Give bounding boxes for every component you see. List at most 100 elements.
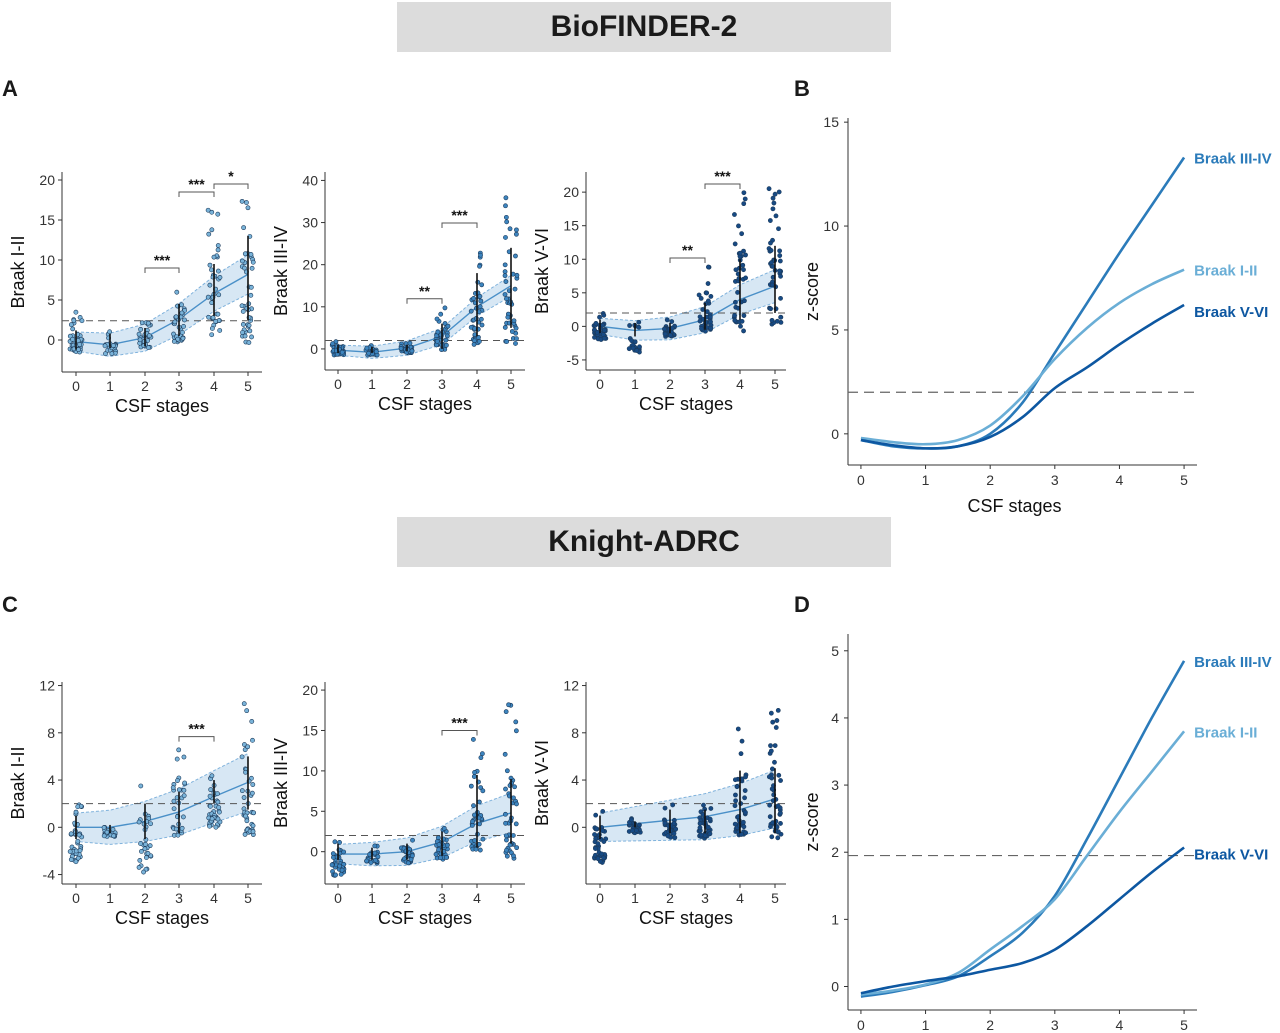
x-tick-label: 3	[175, 378, 183, 394]
x-tick-label: 2	[141, 378, 149, 394]
data-point	[707, 816, 713, 822]
data-point	[250, 823, 256, 829]
data-point	[243, 769, 248, 775]
data-point	[732, 777, 738, 783]
data-point	[697, 821, 703, 826]
data-point	[138, 841, 143, 846]
data-point	[601, 855, 606, 861]
data-point	[504, 296, 509, 302]
data-point	[179, 825, 185, 831]
data-point	[599, 851, 605, 857]
data-point	[705, 824, 711, 830]
data-point	[601, 312, 607, 318]
data-point	[632, 339, 638, 345]
data-point	[470, 737, 476, 742]
data-point	[773, 213, 779, 219]
y-tick-label: 4	[831, 710, 839, 726]
x-tick-label: 3	[438, 890, 446, 906]
data-point	[240, 322, 246, 327]
data-point	[732, 241, 738, 247]
data-point	[478, 252, 483, 258]
data-point	[136, 865, 142, 870]
data-point	[241, 265, 247, 271]
data-point	[769, 317, 775, 323]
data-point	[215, 268, 221, 274]
data-point	[208, 787, 214, 793]
significance-bracket	[441, 222, 478, 228]
data-point	[110, 826, 116, 832]
data-point	[472, 770, 477, 775]
data-point	[469, 822, 475, 828]
data-point	[601, 335, 607, 341]
data-point	[600, 808, 606, 814]
data-point	[77, 342, 83, 347]
data-point	[513, 821, 519, 827]
data-point	[662, 820, 668, 826]
data-point	[513, 719, 519, 725]
x-axis-label: CSF stages	[378, 394, 472, 414]
data-point	[339, 349, 345, 355]
data-point	[503, 709, 509, 715]
y-tick-label: 5	[571, 285, 579, 301]
series-label: Braak V-VI	[1194, 847, 1268, 864]
data-point	[513, 325, 519, 331]
confidence-band	[600, 269, 775, 341]
data-point	[246, 340, 252, 345]
data-point	[250, 782, 256, 787]
data-point	[479, 282, 485, 288]
y-tick-label: 10	[39, 252, 55, 268]
y-tick-label: 10	[302, 299, 318, 315]
data-point	[473, 846, 479, 852]
data-point	[503, 235, 508, 240]
data-point	[766, 186, 772, 192]
x-tick-label: 4	[210, 378, 218, 394]
data-point	[742, 298, 747, 304]
x-tick-label: 0	[72, 890, 80, 906]
x-tick-label: 0	[334, 376, 342, 392]
y-tick-label: 0	[571, 318, 579, 334]
panel-label-a: A	[2, 76, 18, 101]
data-point	[502, 751, 508, 757]
confidence-band	[76, 753, 248, 845]
data-point	[137, 857, 143, 863]
data-point	[637, 344, 642, 350]
series-line-0	[860, 156, 1186, 450]
data-point	[627, 323, 633, 328]
data-point	[592, 832, 597, 837]
data-point	[179, 302, 184, 308]
data-point	[506, 702, 512, 708]
data-point	[444, 333, 450, 339]
data-point	[699, 326, 704, 332]
data-point	[769, 834, 775, 840]
x-tick-label: 4	[473, 890, 481, 906]
y-tick-label: 5	[310, 803, 318, 819]
data-point	[175, 778, 180, 783]
x-tick-label: 5	[507, 376, 515, 392]
data-point	[143, 841, 148, 847]
data-point	[778, 273, 783, 279]
significance-label: ***	[154, 252, 171, 268]
data-point	[732, 212, 737, 217]
data-point	[477, 293, 483, 299]
data-point	[770, 719, 776, 725]
data-point	[662, 331, 668, 337]
data-point	[173, 826, 179, 832]
data-point	[174, 289, 180, 295]
data-point	[739, 318, 745, 324]
data-point	[205, 207, 211, 213]
x-tick-label: 0	[857, 1017, 865, 1033]
x-tick-label: 1	[631, 890, 639, 906]
data-point	[142, 846, 148, 852]
data-point	[733, 299, 738, 305]
y-axis-label: Braak V-VI	[532, 228, 552, 314]
data-point	[478, 316, 484, 322]
data-point	[75, 838, 81, 844]
data-point	[366, 350, 372, 356]
data-point	[337, 863, 342, 869]
y-tick-label: 1	[831, 911, 839, 927]
data-point	[778, 314, 784, 320]
data-point	[247, 328, 253, 334]
data-point	[704, 309, 710, 315]
data-point	[769, 786, 775, 792]
x-axis-label: CSF stages	[115, 908, 209, 928]
